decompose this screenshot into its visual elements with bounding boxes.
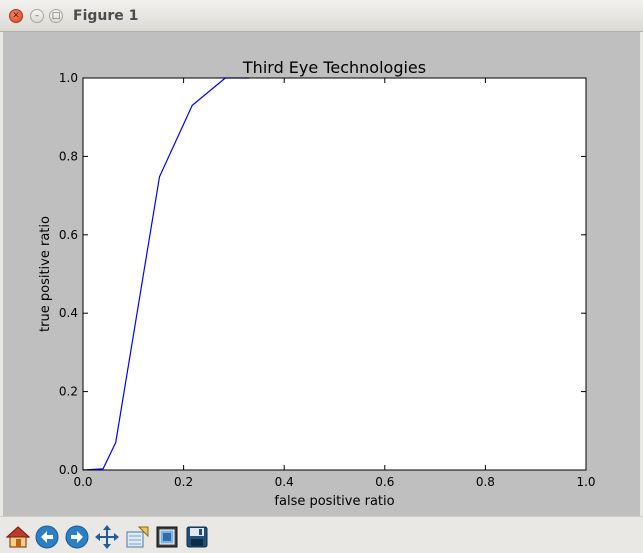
pan-icon xyxy=(95,525,119,549)
back-button[interactable] xyxy=(34,524,60,550)
close-icon: ✕ xyxy=(12,10,20,21)
x-tick-label: 0.8 xyxy=(476,475,495,489)
save-button[interactable] xyxy=(184,524,210,550)
y-axis-label: true positive ratio xyxy=(38,216,53,332)
x-tick-label: 0.0 xyxy=(73,475,92,489)
x-tick-label: 0.4 xyxy=(275,475,294,489)
chart-title: Third Eye Technologies xyxy=(242,58,426,77)
roc-chart: 0.0 0.2 0.4 0.6 0.8 1.0 0.0 0.2 0.4 0.6 0.8 1.0 Thi… xyxy=(38,58,596,509)
back-icon xyxy=(35,525,59,549)
y-tick-label: 0.8 xyxy=(59,149,78,163)
close-window-button[interactable]: ✕ xyxy=(9,9,23,23)
maximize-window-button[interactable]: □ xyxy=(49,9,63,23)
navigation-toolbar xyxy=(0,516,643,553)
y-tick-label: 0.4 xyxy=(59,306,78,320)
subplots-button[interactable] xyxy=(154,524,180,550)
x-axis-label: false positive ratio xyxy=(274,494,394,509)
maximize-icon: □ xyxy=(51,10,61,21)
window-border-right xyxy=(640,32,643,516)
y-tick-label: 0.0 xyxy=(59,463,78,477)
window-titlebar: ✕ – □ Figure 1 xyxy=(0,0,643,32)
minimize-window-button[interactable]: – xyxy=(30,9,44,23)
forward-icon xyxy=(65,525,89,549)
plot-frame xyxy=(82,77,587,471)
forward-button[interactable] xyxy=(64,524,90,550)
pan-button[interactable] xyxy=(94,524,120,550)
figure-canvas: 0.0 0.2 0.4 0.6 0.8 1.0 0.0 0.2 0.4 0.6 0.8 1.0 Thi… xyxy=(3,32,640,516)
zoom-button[interactable] xyxy=(124,524,150,550)
y-tick-label: 0.6 xyxy=(59,228,78,242)
x-tick-label: 0.6 xyxy=(375,475,394,489)
window-border-left xyxy=(0,32,3,516)
y-tick-label: 1.0 xyxy=(59,71,78,85)
y-tick-label: 0.2 xyxy=(59,385,78,399)
home-icon xyxy=(6,526,30,548)
zoom-icon xyxy=(126,526,149,548)
subplots-icon xyxy=(156,526,178,548)
x-tick-label: 1.0 xyxy=(576,475,595,489)
plot-area xyxy=(83,78,586,470)
x-tick-label: 0.2 xyxy=(174,475,193,489)
minimize-icon: – xyxy=(34,10,40,21)
home-button[interactable] xyxy=(5,524,31,550)
window-title: Figure 1 xyxy=(73,8,139,24)
save-icon xyxy=(186,526,208,548)
